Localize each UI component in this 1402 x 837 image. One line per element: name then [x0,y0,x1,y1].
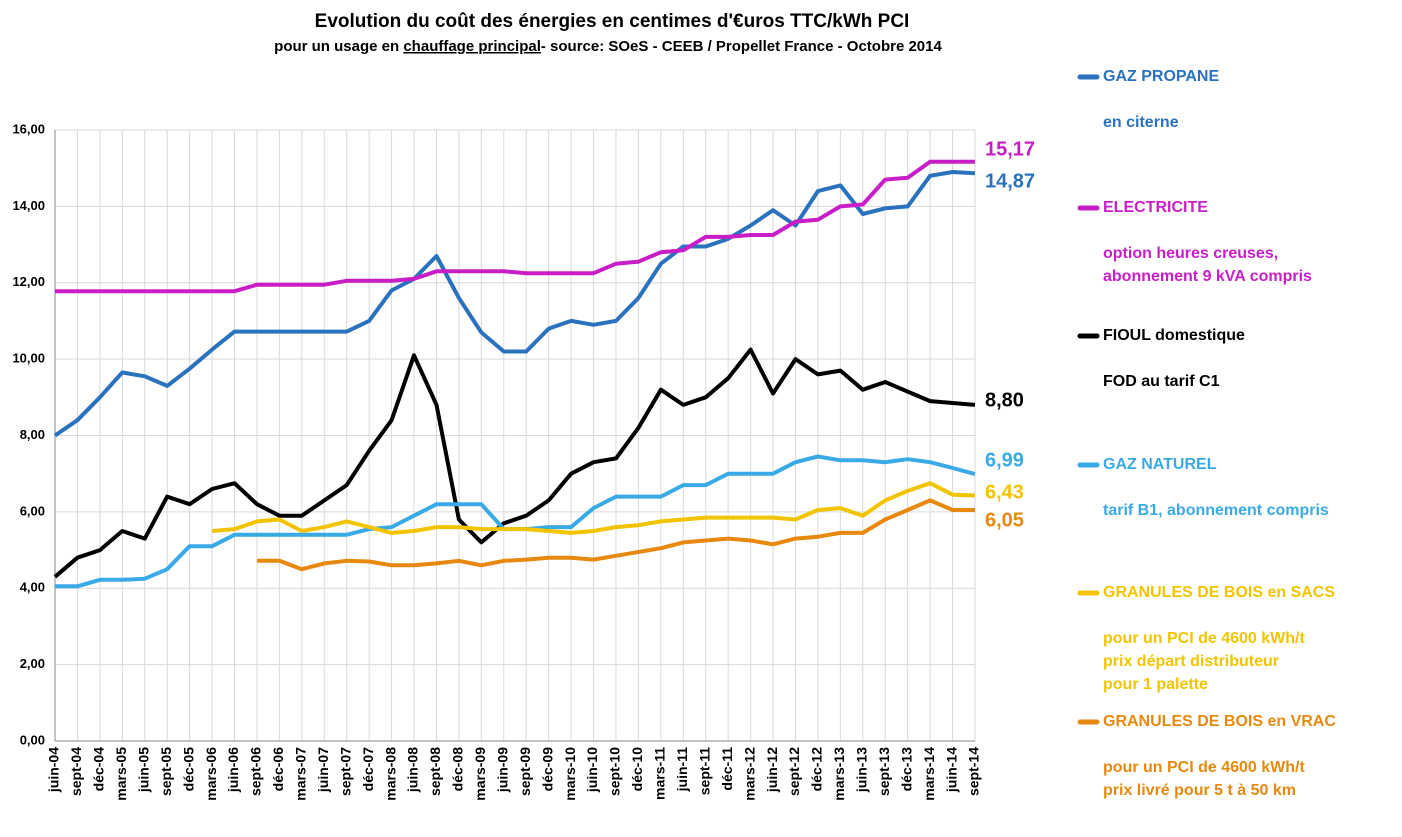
value-label: 6,05 [985,509,1024,531]
x-tick-label: juin-04 [46,747,62,793]
x-tick-label: juin-05 [135,747,151,793]
x-tick-label: mars-11 [652,747,668,800]
value-label: 8,80 [985,389,1024,411]
series-line [53,347,976,579]
x-tick-label: déc-11 [719,747,735,791]
legend-label: GRANULES DE BOIS en SACS [1103,584,1335,601]
chart-subtitle: pour un usage en chauffage principal- so… [274,38,942,55]
y-tick-label: 4,00 [20,580,45,595]
subtitle-part: chauffage principal [403,38,541,55]
legend-note: pour un PCI de 4600 kWh/t [1103,759,1305,776]
x-tick-label: déc-06 [270,747,286,792]
legend-note: FOD au tarif C1 [1103,373,1220,390]
x-tick-label: sept-04 [68,747,84,796]
x-tick-label: juin-10 [584,747,600,793]
x-tick-label: sept-11 [696,747,712,795]
x-tick-label: sept-09 [517,747,533,796]
x-tick-label: sept-07 [337,747,353,796]
x-tick-label: sept-05 [158,747,174,796]
legend-note: pour un PCI de 4600 kWh/t [1103,630,1305,647]
legend-note: en citerne [1103,114,1179,131]
legend-label: FIOUL domestique [1103,327,1245,344]
x-tick-label: mars-06 [203,747,219,801]
legend-note: prix départ distributeur [1103,653,1279,670]
y-tick-label: 16,00 [12,121,45,136]
legend-note: tarif B1, abonnement compris [1103,502,1329,519]
value-label: 6,43 [985,481,1024,503]
series-line [211,481,976,535]
legend-label: GAZ NATUREL [1103,456,1217,473]
series-line [53,170,976,438]
chart-title: Evolution du coût des énergies en centim… [315,11,910,32]
x-tick-label: déc-13 [898,747,914,792]
value-label: 14,87 [985,170,1035,192]
x-tick-label: mars-07 [293,747,309,801]
x-tick-label: mars-05 [113,747,129,801]
legend-label: GAZ PROPANE [1103,68,1219,85]
x-tick-label: juin-14 [943,747,959,793]
series-line [55,159,975,294]
y-tick-label: 12,00 [12,274,45,289]
x-tick-label: sept-10 [607,747,623,796]
x-tick-label: déc-09 [539,747,555,792]
legend-note: pour 1 palette [1103,676,1208,693]
y-tick-label: 0,00 [20,732,45,747]
x-tick-label: mars-14 [921,747,937,801]
legend-note: abonnement 9 kVA compris [1103,268,1312,285]
x-tick-label: sept-13 [876,747,892,796]
legend-note: prix livré pour 5 t à 50 km [1103,782,1296,799]
x-tick-label: déc-10 [629,747,645,792]
x-tick-label: sept-06 [248,747,264,796]
legend-label: ELECTRICITE [1103,199,1208,216]
series-line [257,498,975,572]
legend-note: option heures creuses, [1103,245,1278,262]
x-tick-label: déc-08 [450,747,466,792]
x-tick-label: mars-08 [382,747,398,801]
x-tick-label: sept-12 [786,747,802,796]
y-tick-label: 8,00 [20,427,45,442]
x-tick-label: mars-09 [472,747,488,801]
x-tick-label: juin-09 [494,747,510,793]
x-tick-label: déc-04 [91,747,107,792]
x-tick-label: sept-08 [427,747,443,796]
x-tick-label: juin-06 [225,747,241,793]
x-tick-label: déc-12 [809,747,825,792]
subtitle-part: pour un usage en [274,38,403,55]
x-tick-label: juin-13 [854,747,870,793]
x-tick-label: mars-13 [831,747,847,801]
x-tick-label: juin-12 [764,747,780,793]
subtitle-part: - source: SOeS - CEEB / Propellet France… [541,38,943,55]
x-tick-label: déc-07 [360,747,376,792]
y-tick-label: 2,00 [20,656,45,671]
y-tick-label: 14,00 [12,198,45,213]
x-tick-label: sept-14 [966,747,982,796]
y-tick-label: 6,00 [20,503,45,518]
x-tick-label: juin-11 [674,747,690,793]
x-tick-label: déc-05 [180,747,196,792]
legend-label: GRANULES DE BOIS en VRAC [1103,713,1336,730]
y-tick-label: 10,00 [12,351,45,366]
value-label: 15,17 [985,138,1035,160]
x-tick-label: juin-08 [405,747,421,793]
value-label: 6,99 [985,449,1024,471]
x-tick-label: juin-07 [315,747,331,793]
x-tick-label: mars-10 [562,747,578,801]
x-tick-label: mars-12 [741,747,757,801]
